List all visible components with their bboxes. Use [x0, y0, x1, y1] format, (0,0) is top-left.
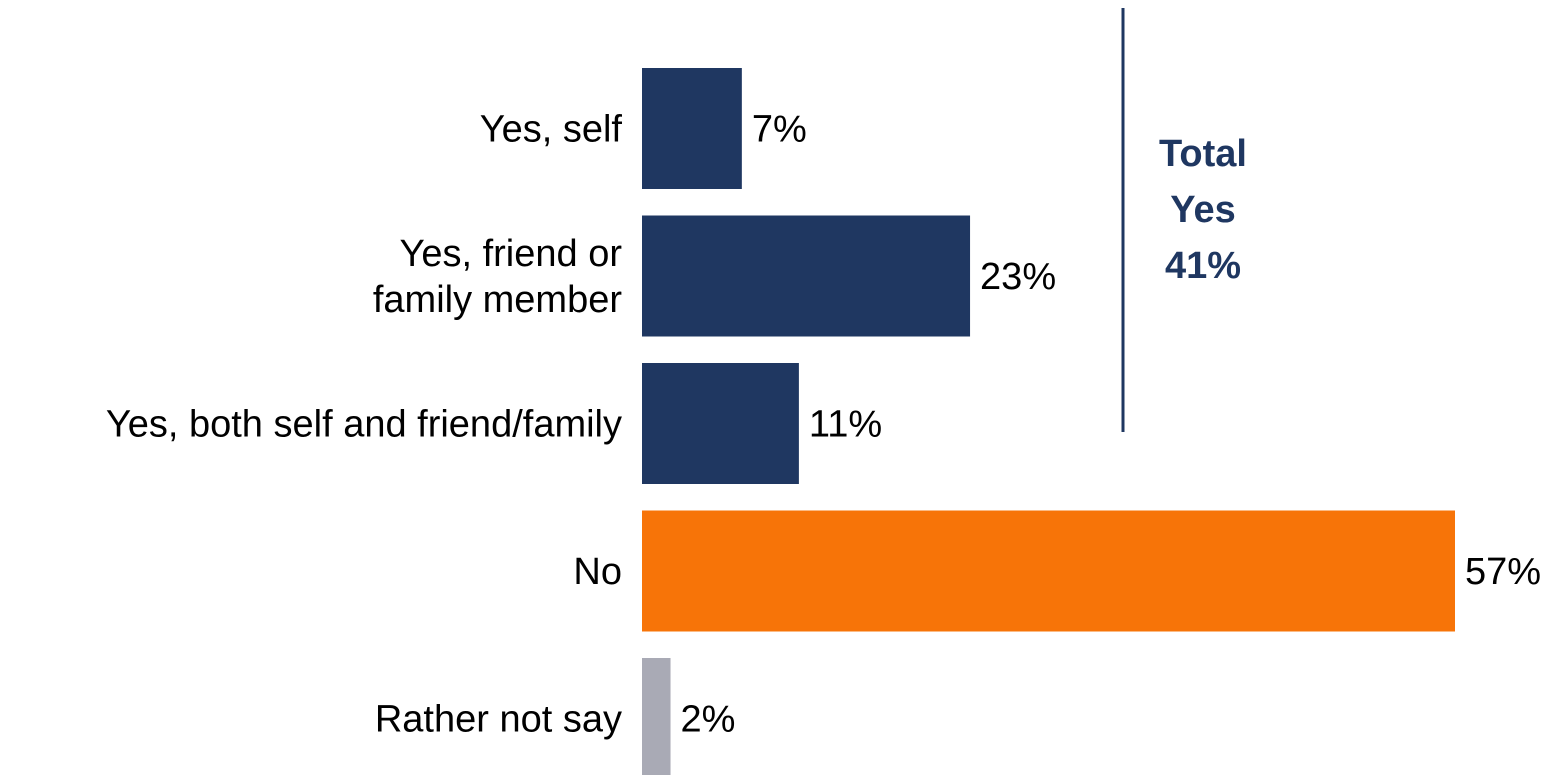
value-label: 11% — [809, 404, 882, 446]
bar — [642, 658, 671, 775]
total-yes-line-1: Total — [1159, 133, 1247, 175]
total-yes-line-3: 41% — [1165, 245, 1241, 287]
category-label: Yes, both self and friend/family — [106, 404, 622, 446]
category-label: No — [573, 551, 622, 593]
total-yes-line-2: Yes — [1170, 189, 1236, 231]
bar — [642, 68, 742, 189]
value-label: 7% — [752, 109, 807, 151]
value-label: 2% — [681, 699, 736, 741]
category-label: Rather not say — [375, 699, 622, 741]
value-label: 57% — [1465, 551, 1541, 593]
category-label: family member — [373, 279, 622, 321]
bar — [642, 510, 1455, 632]
bar — [642, 215, 971, 337]
bar — [642, 363, 799, 484]
category-label: Yes, self — [480, 109, 623, 151]
value-label: 23% — [980, 256, 1056, 298]
category-label: Yes, friend or — [399, 233, 622, 275]
